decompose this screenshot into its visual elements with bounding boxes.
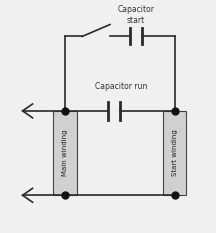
FancyBboxPatch shape (53, 111, 77, 195)
Text: Start winding: Start winding (172, 130, 178, 176)
Text: Capacitor run: Capacitor run (95, 82, 148, 91)
Text: Main winding: Main winding (62, 130, 68, 176)
Text: Capacitor
start: Capacitor start (117, 5, 154, 24)
FancyBboxPatch shape (163, 111, 186, 195)
